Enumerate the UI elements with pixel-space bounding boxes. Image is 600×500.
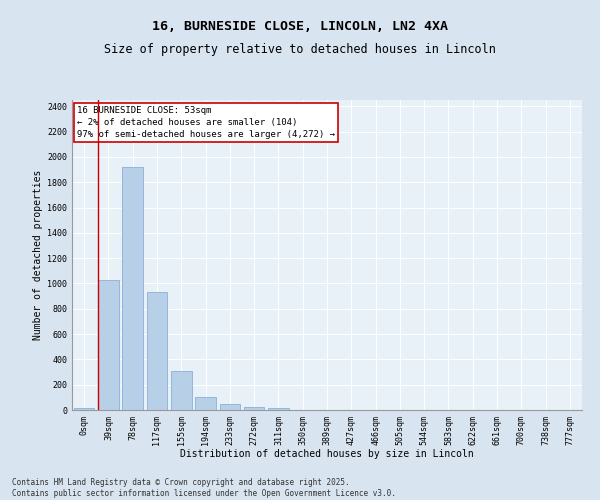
Bar (74, 408, 94, 410)
Text: Size of property relative to detached houses in Lincoln: Size of property relative to detached ho… (104, 42, 496, 56)
Bar (146, 292, 167, 410)
Y-axis label: Number of detached properties: Number of detached properties (33, 170, 43, 340)
Text: Contains HM Land Registry data © Crown copyright and database right 2025.
Contai: Contains HM Land Registry data © Crown c… (12, 478, 396, 498)
Bar (98, 280, 119, 410)
Bar (244, 407, 265, 410)
Bar (220, 404, 240, 410)
Bar (122, 167, 143, 410)
Bar (268, 408, 289, 410)
Bar (171, 371, 191, 410)
Bar (195, 398, 216, 410)
Text: 16 BURNESIDE CLOSE: 53sqm
← 2% of detached houses are smaller (104)
97% of semi-: 16 BURNESIDE CLOSE: 53sqm ← 2% of detach… (77, 106, 335, 139)
X-axis label: Distribution of detached houses by size in Lincoln: Distribution of detached houses by size … (180, 449, 474, 459)
Text: 16, BURNESIDE CLOSE, LINCOLN, LN2 4XA: 16, BURNESIDE CLOSE, LINCOLN, LN2 4XA (152, 20, 448, 33)
